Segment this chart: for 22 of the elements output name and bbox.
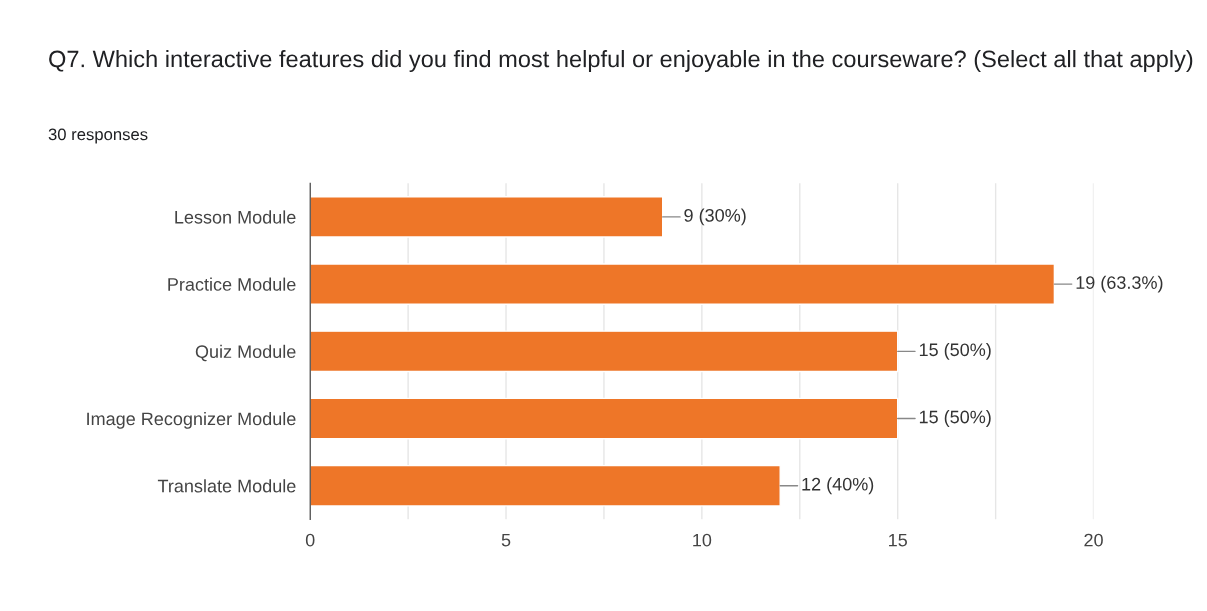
bar [310,397,899,440]
data-label: 19 (63.3%) [1076,275,1163,293]
y-tick-label: Translate Module [157,479,296,493]
x-tick-label: 15 [889,533,907,547]
y-tick-label: Practice Module [168,277,296,291]
data-label: 15 (50%) [919,410,991,427]
y-tick-label: Image Recognizer Module [87,411,296,429]
chart-title: Q7. Which interactive features did you find most helpful or enjoyable in the courseware? (Select all that apply) [49,50,1193,73]
x-tick-label: 5 [501,533,511,547]
data-label: 15 (50%) [919,342,991,360]
bar [310,330,899,373]
bar [310,196,664,238]
x-tick-label: 0 [305,533,315,547]
y-tick-label: Quiz Module [195,344,296,362]
x-tick-label: 20 [1084,533,1103,547]
data-label: 12 (40%) [802,477,874,495]
bar [310,263,1056,305]
x-tick-label: 10 [693,533,712,547]
bar [310,464,781,507]
y-tick-label: Lesson Module [175,210,296,224]
data-label: 9 (30%) [684,208,746,226]
text: 30 responses [48,128,148,144]
